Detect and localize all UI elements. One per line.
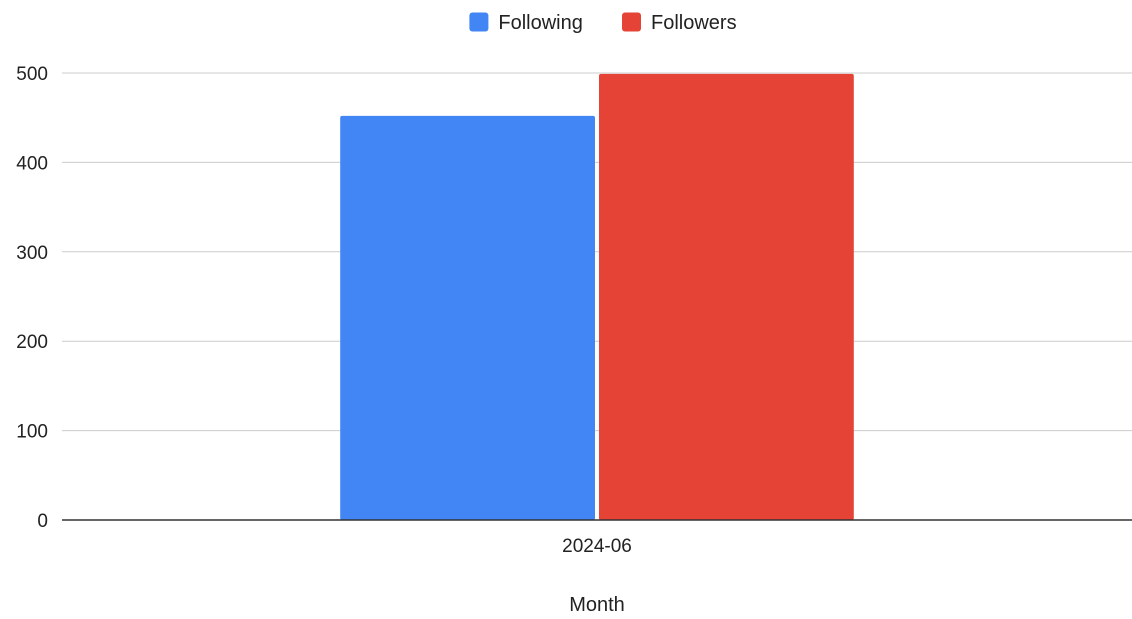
legend-swatch-following <box>469 12 489 32</box>
bar-following <box>340 115 595 521</box>
y-tick-label: 400 <box>16 153 48 174</box>
y-tick-label: 0 <box>37 511 48 532</box>
bars <box>340 73 854 521</box>
x-axis-title: Month <box>569 594 625 616</box>
legend-swatch-followers <box>622 12 641 32</box>
legend-label-following: Following <box>498 12 582 34</box>
gridlines <box>62 72 1132 432</box>
y-tick-label: 200 <box>16 332 48 353</box>
x-tick-label: 2024-06 <box>562 536 632 557</box>
legend: Following Followers <box>469 12 737 34</box>
y-tick-label: 500 <box>16 64 48 85</box>
y-tick-label: 300 <box>16 243 48 264</box>
y-axis-ticks: 0 100 200 300 400 500 <box>16 64 48 532</box>
legend-label-followers: Followers <box>651 12 737 34</box>
bar-followers <box>599 73 854 521</box>
x-axis-ticks: 2024-06 <box>562 536 632 557</box>
y-tick-label: 100 <box>16 422 48 443</box>
